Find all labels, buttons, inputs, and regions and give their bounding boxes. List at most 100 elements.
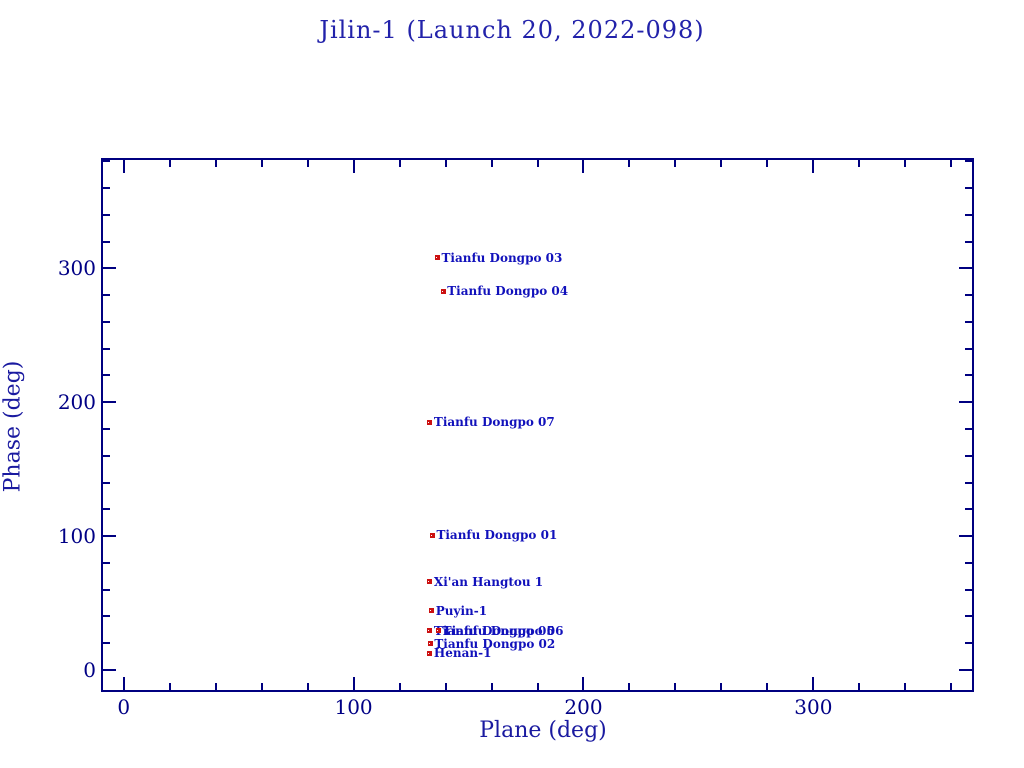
data-point-marker	[427, 579, 433, 585]
y-minor-tick	[103, 374, 110, 377]
y-minor-tick	[103, 561, 110, 564]
x-tick-label: 100	[334, 695, 373, 719]
x-minor-tick	[904, 683, 907, 690]
x-minor-tick	[444, 160, 447, 167]
data-point-label: Tianfu Dongpo 07	[433, 415, 555, 430]
chart-title: Jilin-1 (Launch 20, 2022-098)	[319, 16, 705, 44]
x-major-tick	[352, 160, 355, 173]
data-point-label: Tianfu Dongpo 02	[434, 636, 556, 651]
y-minor-tick	[965, 615, 972, 618]
y-minor-tick	[103, 187, 110, 190]
y-minor-tick	[965, 481, 972, 484]
y-tick-label: 100	[57, 524, 96, 549]
x-minor-tick	[720, 683, 723, 690]
x-tick-label: 0	[117, 695, 131, 719]
y-major-tick	[959, 535, 972, 538]
data-point-label: Henan-1	[433, 646, 492, 661]
y-minor-tick	[965, 213, 972, 216]
y-minor-tick	[965, 160, 972, 163]
y-minor-tick	[103, 213, 110, 216]
x-minor-tick	[904, 160, 907, 167]
data-point-label: Tianfu Dongpo 06	[442, 623, 564, 638]
y-tick-label: 200	[57, 390, 96, 415]
y-major-tick	[959, 668, 972, 671]
data-point-marker	[429, 532, 435, 538]
data-point-marker	[429, 608, 435, 613]
y-major-tick	[103, 267, 116, 270]
x-minor-tick	[628, 160, 631, 167]
y-minor-tick	[965, 240, 972, 243]
x-minor-tick	[628, 683, 631, 690]
data-point-marker	[434, 255, 440, 261]
y-minor-tick	[965, 374, 972, 377]
data-point-marker	[427, 641, 433, 647]
x-minor-tick	[214, 160, 217, 167]
y-minor-tick	[103, 615, 110, 618]
x-minor-tick	[674, 160, 677, 167]
x-tick-label: 200	[564, 695, 603, 719]
y-major-tick	[103, 668, 116, 671]
x-minor-tick	[950, 160, 953, 167]
data-point-label: Tianfu Dongpo 05	[433, 623, 555, 638]
x-minor-tick	[858, 683, 861, 690]
y-minor-tick	[103, 508, 110, 511]
x-minor-tick	[490, 160, 493, 167]
data-point-label: Tianfu Dongpo 03	[441, 250, 563, 265]
x-major-tick	[582, 160, 585, 173]
y-minor-tick	[965, 561, 972, 564]
x-minor-tick	[858, 160, 861, 167]
y-minor-tick	[103, 347, 110, 350]
x-major-tick	[122, 677, 125, 690]
x-minor-tick	[444, 683, 447, 690]
y-tick-label: 300	[57, 256, 96, 281]
y-major-tick	[959, 267, 972, 270]
data-point-label: Tianfu Dongpo 01	[436, 528, 558, 543]
x-tick-label: 300	[794, 695, 833, 719]
x-minor-tick	[398, 683, 401, 690]
x-minor-tick	[214, 683, 217, 690]
y-major-tick	[103, 535, 116, 538]
y-major-tick	[959, 401, 972, 404]
data-point-marker	[436, 628, 442, 634]
x-minor-tick	[168, 683, 171, 690]
x-major-tick	[812, 160, 815, 173]
x-major-tick	[352, 677, 355, 690]
y-minor-tick	[965, 320, 972, 323]
x-minor-tick	[260, 683, 263, 690]
y-minor-tick	[965, 347, 972, 350]
y-minor-tick	[103, 428, 110, 430]
y-minor-tick	[965, 187, 972, 190]
x-minor-tick	[306, 160, 309, 167]
x-minor-tick	[766, 683, 769, 690]
x-minor-tick	[490, 683, 493, 690]
x-minor-tick	[260, 160, 263, 167]
y-minor-tick	[103, 588, 110, 591]
y-minor-tick	[965, 294, 972, 297]
y-tick-label: 0	[83, 657, 96, 682]
y-minor-tick	[103, 454, 110, 457]
data-point-label: Xi'an Hangtou 1	[433, 574, 544, 589]
data-point-label: Puyin-1	[435, 603, 488, 618]
data-point-marker	[427, 419, 433, 425]
x-major-tick	[812, 677, 815, 690]
x-major-tick	[582, 677, 585, 690]
y-minor-tick	[965, 588, 972, 591]
y-minor-tick	[103, 294, 110, 297]
x-minor-tick	[674, 683, 677, 690]
x-major-tick	[122, 160, 125, 173]
x-axis-title: Plane (deg)	[479, 718, 607, 743]
y-minor-tick	[103, 481, 110, 484]
y-axis-title: Phase (deg)	[0, 360, 26, 493]
y-minor-tick	[965, 428, 972, 430]
x-minor-tick	[306, 683, 309, 690]
x-minor-tick	[398, 160, 401, 167]
data-point-marker	[427, 650, 433, 656]
x-minor-tick	[720, 160, 723, 167]
y-minor-tick	[965, 642, 972, 645]
y-minor-tick	[103, 320, 110, 323]
y-minor-tick	[965, 454, 972, 457]
x-minor-tick	[950, 683, 953, 690]
x-minor-tick	[766, 160, 769, 167]
x-minor-tick	[168, 160, 171, 167]
